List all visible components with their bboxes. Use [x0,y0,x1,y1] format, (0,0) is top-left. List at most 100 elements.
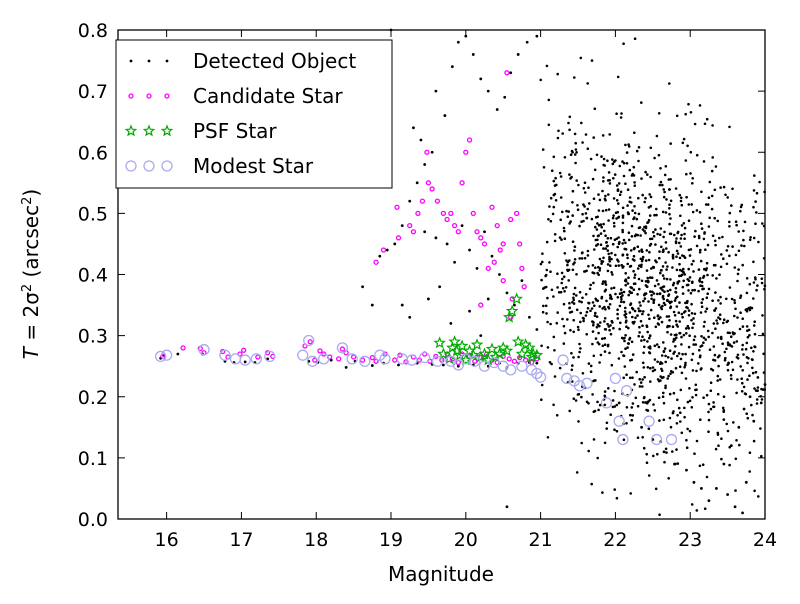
field-point [665,247,668,250]
candidate-point [459,180,465,186]
field-point [698,277,702,280]
psf-point [500,344,514,357]
field-point [552,193,556,197]
field-point [608,257,611,261]
field-point [573,286,577,290]
candidate-point [514,210,520,217]
field-point [690,318,693,322]
field-point [668,319,671,322]
field-point [745,412,748,416]
field-point [589,364,593,368]
detected-point [450,65,454,69]
field-point [647,300,650,303]
field-point [669,425,673,429]
field-point [721,342,724,346]
field-point [611,162,615,166]
field-point [603,164,606,167]
modest-point [198,344,210,356]
field-point [569,153,573,156]
field-point [669,288,672,292]
field-point [677,352,681,355]
modest-point [650,433,663,446]
field-point [621,216,625,219]
field-point [645,408,648,412]
field-point [572,298,575,302]
candidate-point [407,222,413,229]
field-point [687,345,691,349]
field-point [621,254,624,257]
field-point [639,304,642,307]
field-point [643,338,646,342]
field-point [661,265,665,268]
field-point [740,203,744,207]
field-point [611,242,615,246]
detected-point [430,150,434,154]
field-point [673,299,677,302]
modest-point [534,371,547,383]
field-point [610,257,613,261]
field-point [541,310,545,314]
psf-point [437,347,450,360]
field-point [684,361,687,365]
field-point [607,208,611,211]
legend-marker [125,160,137,172]
field-point [622,300,626,304]
psf-point [455,339,469,352]
field-point [632,288,636,292]
detected-point [628,413,632,417]
field-point [555,414,559,417]
field-point [644,280,648,283]
y-tick-label: 0.8 [78,20,108,42]
field-point [699,248,702,252]
field-point [745,325,749,328]
candidate-point [491,259,497,265]
field-point [653,213,656,217]
field-point [691,352,695,356]
field-point [612,177,615,180]
field-point [584,293,588,296]
candidate-point [463,149,469,155]
field-point [594,225,597,229]
field-point [688,429,692,433]
field-point [636,314,639,317]
field-point [641,193,644,197]
field-point [717,364,720,368]
field-point [748,374,751,378]
modest-point [229,353,242,365]
field-point [556,272,559,276]
field-point [707,410,710,414]
detected-point [427,297,430,301]
field-point [720,457,723,461]
field-point [576,325,580,329]
field-point [726,245,730,248]
field-point [615,429,619,433]
field-point [666,265,669,268]
field-point [632,254,636,258]
detected-point [617,401,621,405]
field-point [613,428,616,432]
field-point [608,303,612,306]
detected-point [495,108,499,111]
field-point [754,370,758,374]
field-point [705,296,709,300]
field-point [618,240,621,244]
field-point [685,195,688,199]
field-point [691,182,694,185]
field-point [699,259,703,263]
field-point [595,228,599,231]
field-point [629,303,632,307]
candidate-point [440,210,447,217]
field-point [593,409,597,413]
field-point [663,290,666,294]
field-point [638,287,641,291]
x-tick-label: 23 [678,529,702,551]
legend-item: PSF Star [124,119,277,143]
field-point [661,210,665,214]
field-point [661,289,664,292]
field-point [742,385,746,389]
legend-frame [115,39,393,189]
detected-point [412,126,415,130]
field-point [718,317,722,321]
field-point [705,393,709,397]
